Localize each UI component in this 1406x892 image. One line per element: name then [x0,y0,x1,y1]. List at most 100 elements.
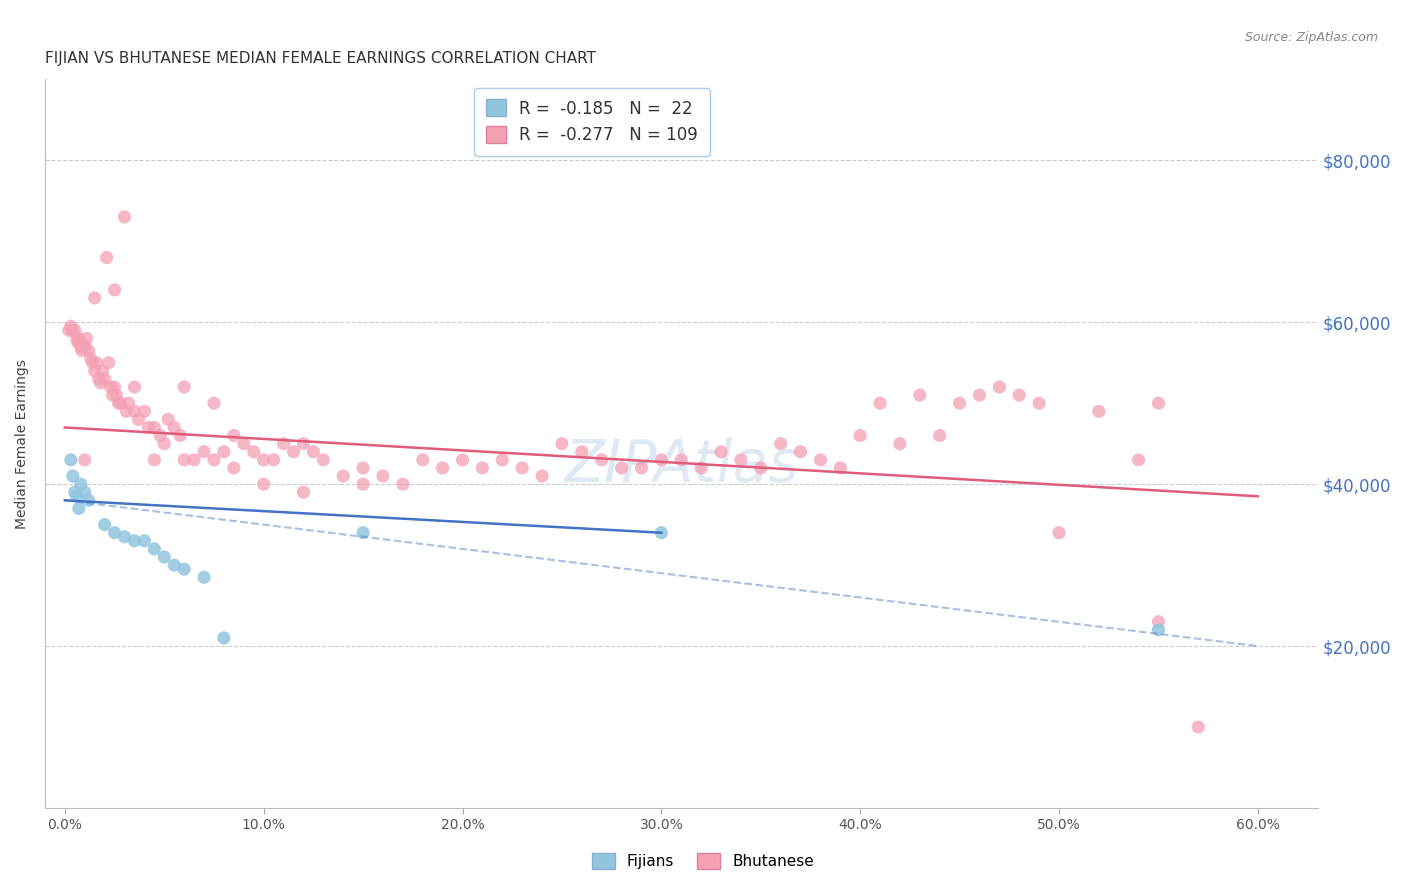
Text: Source: ZipAtlas.com: Source: ZipAtlas.com [1244,31,1378,45]
Point [96,251,118,265]
Point [242,444,264,458]
Point [183,453,205,467]
Point [292,485,315,500]
Point [371,469,394,483]
Point [169,428,191,442]
Point [212,631,235,645]
Point [749,461,772,475]
Point [70,343,93,358]
Point [1008,388,1031,402]
Point [83,291,105,305]
Point [730,453,752,467]
Point [66,335,89,350]
Point [1147,615,1170,629]
Point [97,356,120,370]
Point [103,380,125,394]
Point [1147,396,1170,410]
Point [1147,623,1170,637]
Text: ZIPAtlas: ZIPAtlas [564,437,799,494]
Point [93,372,115,386]
Point [810,453,832,467]
Point [143,541,166,556]
Point [202,396,225,410]
Point [134,404,156,418]
Point [253,477,276,491]
Point [630,461,652,475]
Point [432,461,454,475]
Point [908,388,931,402]
Point [134,533,156,548]
Point [889,436,911,450]
Point [849,428,872,442]
Point [1088,404,1111,418]
Point [253,453,276,467]
Point [124,533,146,548]
Point [949,396,972,410]
Point [86,356,108,370]
Point [222,428,245,442]
Point [138,420,160,434]
Legend: Fijians, Bhutanese: Fijians, Bhutanese [586,847,820,875]
Point [153,436,176,450]
Point [928,428,950,442]
Point [163,558,186,573]
Point [491,453,513,467]
Point [222,461,245,475]
Point [124,404,146,418]
Point [105,388,128,402]
Point [173,380,195,394]
Point [531,469,554,483]
Point [143,420,166,434]
Point [87,372,110,386]
Point [76,331,98,345]
Point [352,525,374,540]
Point [1187,720,1209,734]
Point [80,351,103,366]
Point [312,453,335,467]
Point [72,339,94,353]
Point [62,469,84,483]
Point [591,453,613,467]
Point [66,331,89,345]
Point [769,436,792,450]
Point [73,453,96,467]
Point [830,461,852,475]
Point [66,489,89,503]
Point [58,323,80,337]
Point [63,485,86,500]
Point [77,343,100,358]
Point [63,323,86,337]
Point [671,453,693,467]
Legend: R =  -0.185   N =  22, R =  -0.277   N = 109: R = -0.185 N = 22, R = -0.277 N = 109 [474,87,710,156]
Point [90,376,112,390]
Point [62,323,84,337]
Point [124,380,146,394]
Point [571,444,593,458]
Point [69,477,91,491]
Point [510,461,533,475]
Point [59,319,82,334]
Point [114,210,136,224]
Point [163,420,186,434]
Point [93,517,115,532]
Point [100,380,122,394]
Point [73,339,96,353]
Point [110,396,132,410]
Point [1047,525,1070,540]
Point [153,549,176,564]
Point [392,477,415,491]
Point [302,444,325,458]
Point [173,453,195,467]
Point [869,396,891,410]
Point [352,477,374,491]
Point [103,525,125,540]
Point [690,461,713,475]
Point [650,453,672,467]
Point [650,525,672,540]
Y-axis label: Median Female Earnings: Median Female Earnings [15,359,30,529]
Point [69,339,91,353]
Point [1128,453,1150,467]
Point [117,396,139,410]
Point [789,444,811,458]
Text: FIJIAN VS BHUTANESE MEDIAN FEMALE EARNINGS CORRELATION CHART: FIJIAN VS BHUTANESE MEDIAN FEMALE EARNIN… [45,51,596,66]
